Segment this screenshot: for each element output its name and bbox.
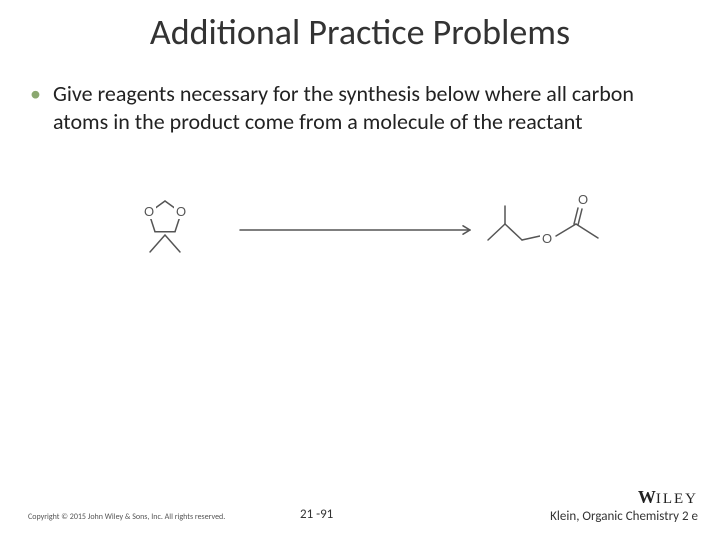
- copyright-text: Copyright © 2015 John Wiley & Sons, Inc.…: [28, 512, 225, 522]
- slide: Additional Practice Problems • Give reag…: [0, 0, 720, 540]
- svg-text:O: O: [144, 204, 154, 219]
- reaction-diagram: O O O O: [110, 190, 610, 280]
- reaction-svg: O O O O: [110, 190, 610, 280]
- page-title: Additional Practice Problems: [0, 10, 720, 54]
- svg-text:O: O: [578, 192, 588, 207]
- wiley-logo: WILEY: [638, 487, 698, 508]
- wiley-logo-text: ILEY: [656, 491, 698, 507]
- book-reference: Klein, Organic Chemistry 2 e: [550, 509, 698, 524]
- svg-text:O: O: [176, 204, 186, 219]
- svg-text:O: O: [542, 231, 552, 246]
- bullet-item: • Give reagents necessary for the synthe…: [30, 80, 690, 136]
- bullet-text: Give reagents necessary for the synthesi…: [53, 80, 690, 136]
- bullet-marker: •: [30, 80, 41, 136]
- footer: Copyright © 2015 John Wiley & Sons, Inc.…: [0, 496, 720, 526]
- page-number: 21 -91: [300, 507, 333, 522]
